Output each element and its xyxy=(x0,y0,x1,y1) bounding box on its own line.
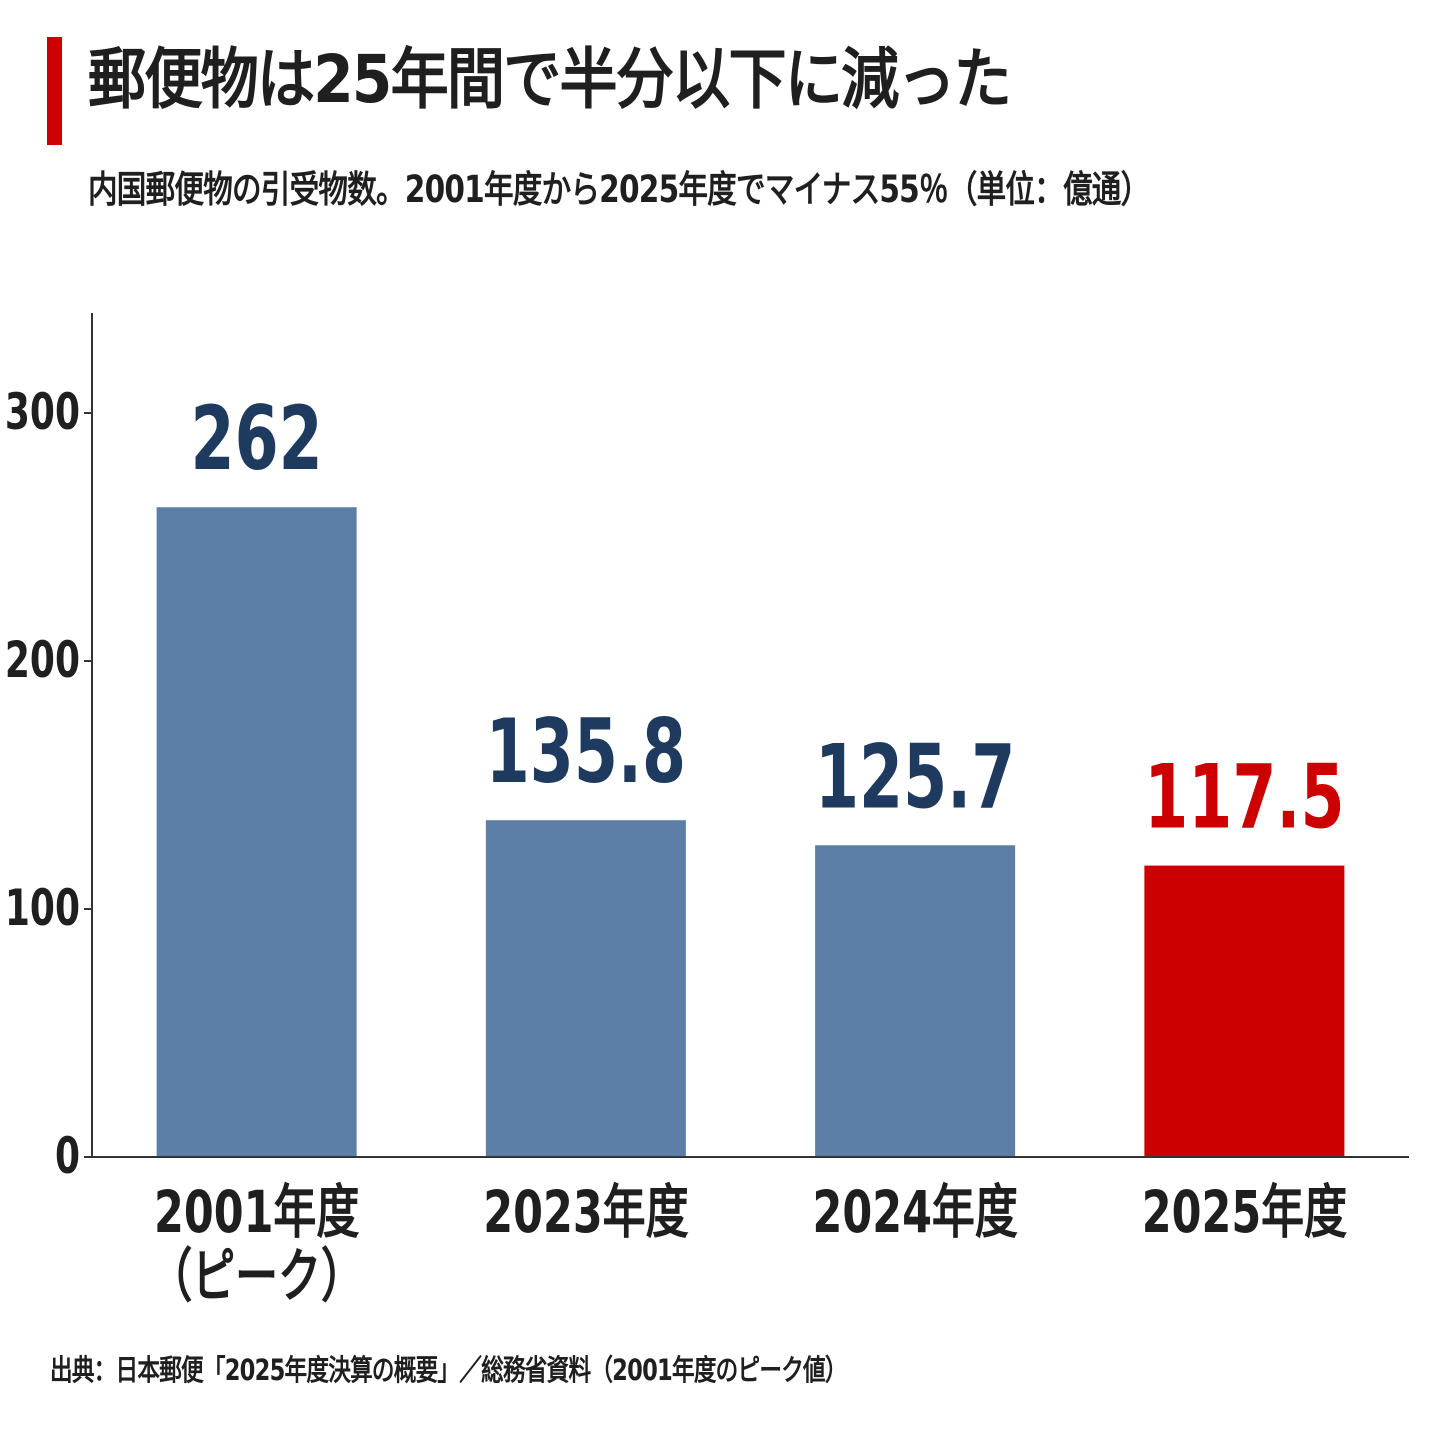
y-tick-label: 100 xyxy=(5,880,80,937)
x-tick-label: 2025年度 xyxy=(1142,1180,1347,1247)
y-axis: 0 100 200 300 xyxy=(5,313,93,1186)
source-note: 出典：日本郵便「2025年度決算の概要」／総務省資料（2001年度のピーク値） xyxy=(50,1353,848,1387)
y-tick-label: 300 xyxy=(5,384,80,441)
x-tick-label: 2023年度 xyxy=(483,1180,688,1247)
bar xyxy=(815,845,1016,1157)
bar xyxy=(485,820,686,1157)
data-label: 135.8 xyxy=(486,702,686,804)
x-tick-label: 2001年度 xyxy=(154,1180,359,1247)
x-tick-label-sub: （ピーク） xyxy=(149,1244,364,1311)
title-accent-bar xyxy=(47,37,62,145)
chart-title: 郵便物は25年間で半分以下に減った xyxy=(88,41,1012,118)
y-tick-label: 0 xyxy=(55,1128,80,1185)
x-tick-label: 2024年度 xyxy=(812,1180,1017,1247)
bar-chart: 0 100 200 300 262 135.8 125.7 117.5 2001年度（ピーク… xyxy=(5,313,1409,1311)
bar xyxy=(1144,865,1345,1157)
bar xyxy=(156,507,357,1157)
data-label: 117.5 xyxy=(1144,747,1344,849)
data-label: 262 xyxy=(191,389,323,491)
y-tick-label: 200 xyxy=(5,632,80,689)
bars: 262 135.8 125.7 117.5 xyxy=(156,389,1345,1157)
x-axis: 2001年度（ピーク） 2023年度 2024年度 2025年度 xyxy=(92,1156,1409,1311)
chart-subtitle: 内国郵便物の引受物数。2001年度から2025年度でマイナス55％（単位：億通） xyxy=(88,168,1150,211)
data-label: 125.7 xyxy=(815,727,1015,829)
